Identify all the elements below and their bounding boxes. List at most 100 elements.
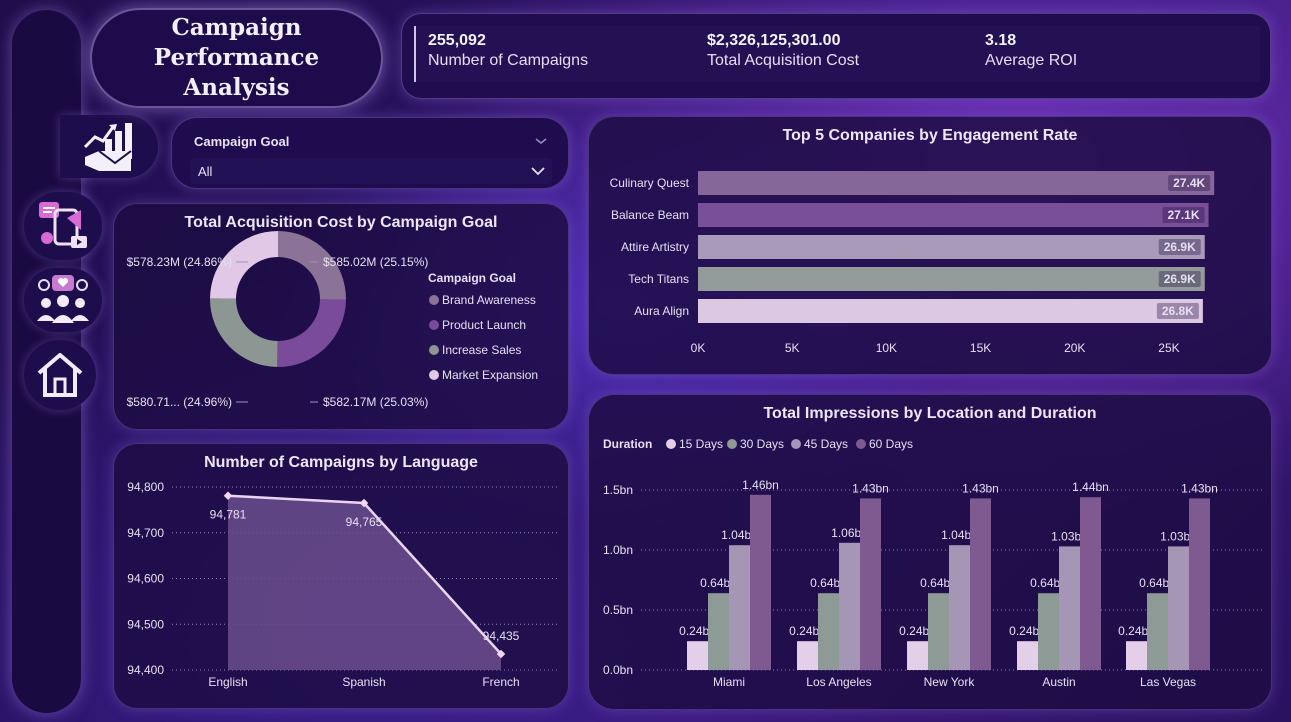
slicer-title: Campaign Goal — [194, 134, 290, 149]
data-label: $582.17M (25.03%) — [323, 395, 428, 409]
legend-item: Market Expansion — [442, 368, 538, 382]
bar — [907, 641, 928, 670]
bar — [1147, 593, 1168, 670]
grouped-bar-chart: Duration 15 Days 30 Days 45 Days 60 Days 0.0b… — [603, 437, 1263, 689]
bar — [729, 545, 750, 670]
bar — [708, 593, 729, 670]
bar — [1189, 498, 1210, 670]
y-tick-label: 0.5bn — [603, 603, 633, 617]
data-label: 0.64bn — [1030, 576, 1067, 590]
bar — [698, 299, 1203, 323]
y-tick-label: 94,600 — [127, 572, 164, 586]
legend-item: 45 Days — [804, 437, 848, 451]
legend-marker — [791, 439, 801, 449]
y-category-label: Balance Beam — [611, 208, 689, 222]
data-label: 0.64bn — [700, 576, 737, 590]
x-tick-label: 10K — [876, 341, 897, 355]
data-label: 0.24bn — [789, 624, 826, 638]
bar — [687, 641, 708, 670]
data-label: 0.24bn — [1009, 624, 1046, 638]
legend-marker — [666, 439, 676, 449]
growth-marketing-icon — [83, 122, 132, 171]
x-tick-label: Los Angeles — [806, 675, 871, 689]
chart-title: Total Impressions by Location and Durati… — [763, 405, 1097, 422]
kpi-value: 3.18 — [985, 32, 1017, 49]
x-tick-label: Miami — [713, 675, 745, 689]
y-tick-label: 1.5bn — [603, 483, 633, 497]
chart-title: Number of Campaigns by Language — [204, 454, 478, 471]
data-point — [359, 498, 369, 508]
nav-social-media[interactable] — [24, 192, 102, 260]
bar — [1126, 641, 1147, 670]
legend-item: 15 Days — [679, 437, 723, 451]
data-label: 1.43bn — [962, 481, 999, 495]
page-title: Campaign Performance Analysis — [153, 14, 320, 101]
data-label: 1.44bn — [1072, 480, 1109, 494]
data-label: 27.4K — [1173, 176, 1205, 190]
bar — [818, 593, 839, 670]
legend-marker — [429, 370, 439, 380]
bar — [750, 494, 771, 670]
bar — [698, 235, 1205, 259]
kpi-label: Total Acquisition Cost — [707, 52, 860, 69]
kpi-average-roi: 3.18 Average ROI — [985, 32, 1077, 70]
data-label: 0.64bn — [810, 576, 847, 590]
campaign-goal-dropdown[interactable]: All — [190, 158, 552, 184]
donut-slice — [210, 231, 278, 299]
data-label: 0.64bn — [1139, 576, 1176, 590]
x-tick-label: Austin — [1042, 675, 1075, 689]
data-label: 94,435 — [483, 629, 520, 643]
legend-marker — [429, 295, 439, 305]
donut-slice — [277, 299, 346, 367]
x-tick-label: Spanish — [342, 675, 385, 689]
bar — [970, 498, 991, 670]
data-label: 26.9K — [1164, 240, 1196, 254]
bar — [1038, 593, 1059, 670]
data-label: 1.04bn — [721, 528, 758, 542]
bar — [1168, 546, 1189, 670]
data-label: 1.06bn — [831, 526, 868, 540]
bar — [839, 542, 860, 670]
chart-title: Top 5 Companies by Engagement Rate — [782, 127, 1078, 144]
legend-marker — [429, 320, 439, 330]
data-label-bg — [1158, 239, 1201, 255]
donut-slice — [278, 231, 346, 300]
kpi-label: Number of Campaigns — [428, 52, 589, 69]
y-tick-label: 94,500 — [127, 617, 164, 631]
bar — [1080, 497, 1101, 670]
chart-title: Total Acquisition Cost by Campaign Goal — [184, 214, 498, 231]
legend-marker — [429, 345, 439, 355]
legend-item: Product Launch — [442, 318, 526, 332]
bar — [797, 641, 818, 670]
nav-home[interactable] — [24, 340, 96, 410]
bar — [698, 267, 1205, 291]
data-label-bg — [1162, 207, 1205, 223]
data-label: 1.43bn — [1181, 481, 1218, 495]
kpi-value: $2,326,125,301.00 — [707, 32, 841, 49]
legend-title: Campaign Goal — [428, 271, 516, 285]
kpi-card: 255,092 Number of Campaigns $2,326,125,3… — [401, 13, 1271, 99]
home-icon — [37, 353, 83, 397]
x-tick-label: New York — [924, 675, 976, 689]
nav-growth-marketing[interactable] — [60, 115, 158, 178]
bar — [928, 593, 949, 670]
data-label: $578.23M (24.86%) — [127, 255, 232, 269]
nav-audience-engagement[interactable] — [24, 268, 102, 332]
x-tick-label: French — [482, 675, 519, 689]
legend-item: 60 Days — [869, 437, 913, 451]
dropdown-selected-value: All — [198, 164, 213, 179]
campaign-goal-slicer: Campaign Goal All — [171, 117, 569, 189]
y-category-label: Attire Artistry — [621, 240, 689, 254]
x-tick-label: 0K — [691, 341, 706, 355]
bar — [698, 203, 1209, 227]
chevron-down-icon[interactable] — [534, 136, 548, 146]
data-label: 0.24bn — [1118, 624, 1155, 638]
y-tick-label: 94,700 — [127, 526, 164, 540]
legend-item: 30 Days — [740, 437, 784, 451]
audience-engagement-icon — [37, 275, 89, 323]
data-label-bg — [1156, 303, 1199, 319]
area-fill — [228, 495, 501, 670]
data-label: 26.8K — [1162, 304, 1194, 318]
bar — [1017, 641, 1038, 670]
data-label: 94,781 — [210, 508, 247, 522]
